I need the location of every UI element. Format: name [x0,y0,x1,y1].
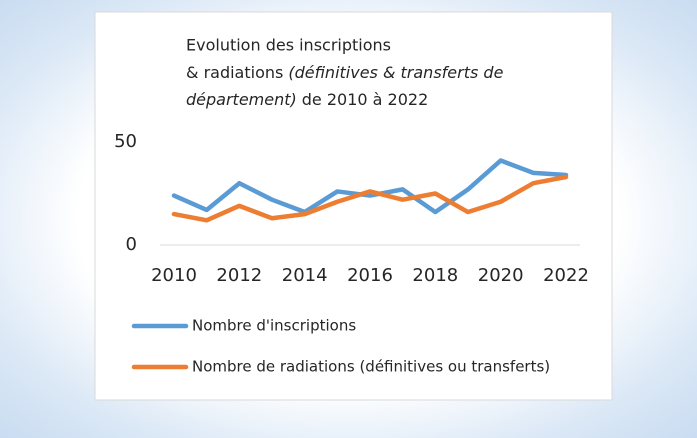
chart-title: département) de 2010 à 2022 [186,90,428,109]
chart-area [94,11,613,401]
y-tick-label: 50 [114,131,137,152]
legend-label: Nombre d'inscriptions [192,317,356,335]
x-tick-label: 2012 [216,265,262,286]
chart-title: Evolution des inscriptions [186,36,391,55]
x-tick-label: 2010 [151,265,197,286]
series-line [171,158,569,215]
x-tick-label: 2020 [478,265,524,286]
x-tick-label: 2016 [347,265,393,286]
x-tick-label: 2014 [282,265,328,286]
x-tick-label: 2018 [412,265,458,286]
legend-label: Nombre de radiations (définitives ou tra… [192,358,550,376]
y-tick-label: 0 [126,234,137,255]
chart-title: & radiations (définitives & transferts de [186,63,504,82]
x-tick-label: 2022 [543,265,589,286]
series-line [171,174,569,223]
